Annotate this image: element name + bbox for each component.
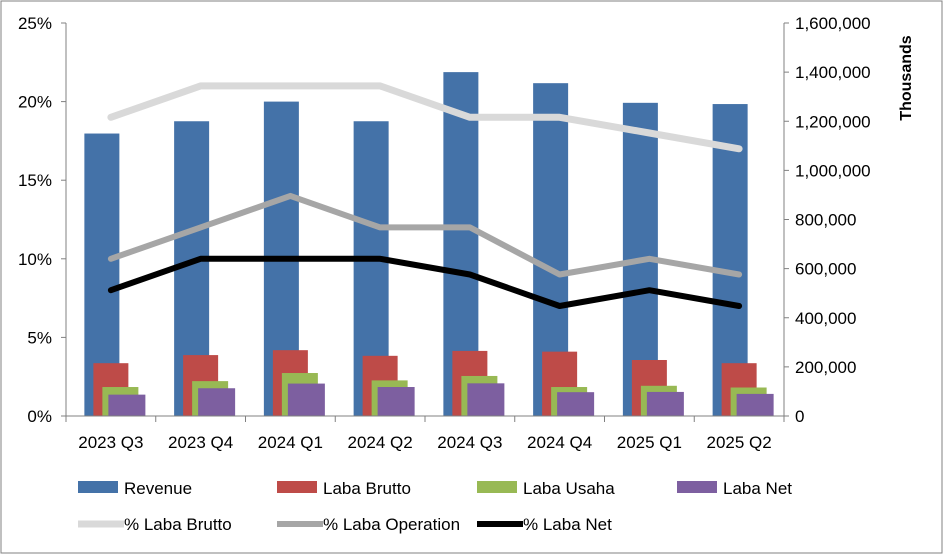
left-tick-label: 10%: [18, 250, 52, 269]
right-axis-title: Thousands: [898, 35, 915, 120]
line--laba-operation: [107, 192, 743, 278]
bar-laba-net: [198, 388, 236, 416]
legend-label-laba-usaha: Laba Usaha: [523, 479, 615, 498]
legend-swatch-laba-brutto: [277, 481, 317, 493]
right-tick-label: 1,600,000: [795, 14, 871, 33]
left-tick-label: 25%: [18, 14, 52, 33]
bar-laba-net: [108, 394, 146, 416]
x-tick-label: 2025 Q2: [707, 433, 772, 452]
legend-label-laba-brutto: Laba Brutto: [323, 479, 411, 498]
left-tick-label: 15%: [18, 171, 52, 190]
bar-laba-net: [377, 387, 415, 416]
left-tick-label: 0%: [27, 407, 52, 426]
x-tick-label: 2024 Q1: [258, 433, 323, 452]
left-tick-label: 5%: [27, 328, 52, 347]
legend-swatch-revenue: [78, 481, 118, 493]
line--laba-brutto: [107, 82, 743, 153]
legend-swatch-laba-usaha: [477, 481, 517, 493]
right-tick-label: 1,000,000: [795, 161, 871, 180]
legend-label-laba-net: Laba Net: [723, 479, 792, 498]
legend-label--laba-operation: % Laba Operation: [323, 515, 460, 534]
x-tick-label: 2023 Q3: [78, 433, 143, 452]
bar-laba-net: [287, 383, 325, 416]
bar-laba-net: [736, 393, 774, 416]
x-tick-label: 2023 Q4: [168, 433, 233, 452]
right-tick-label: 1,400,000: [795, 63, 871, 82]
right-tick-label: 1,200,000: [795, 112, 871, 131]
legend-swatch-laba-net: [677, 481, 717, 493]
legend-label--laba-net: % Laba Net: [523, 515, 612, 534]
left-tick-label: 20%: [18, 93, 52, 112]
x-tick-label: 2024 Q2: [348, 433, 413, 452]
x-tick-label: 2024 Q3: [437, 433, 502, 452]
bar-laba-net: [646, 391, 684, 416]
x-tick-label: 2024 Q4: [527, 433, 592, 452]
bar-laba-net: [557, 392, 595, 416]
left-axis: 0% 5% 10% 15% 20% 25%: [18, 14, 67, 426]
x-tick-label: 2025 Q1: [617, 433, 682, 452]
x-axis: 2023 Q3 2023 Q4 2024 Q1 2024 Q2 2024 Q3 2024 …: [65, 415, 785, 452]
right-tick-label: 800,000: [795, 211, 856, 230]
right-axis: 0 200,000 400,000 600,000 800,000 1,000,000 1,…: [783, 14, 915, 426]
plot-area: [84, 72, 774, 417]
bar-laba-net: [467, 383, 505, 416]
right-tick-label: 200,000: [795, 358, 856, 377]
right-tick-label: 600,000: [795, 260, 856, 279]
right-tick-label: 0: [795, 407, 804, 426]
line--laba-net: [107, 255, 743, 309]
legend-label--laba-brutto: % Laba Brutto: [124, 515, 232, 534]
right-tick-label: 400,000: [795, 309, 856, 328]
legend-label-revenue: Revenue: [124, 479, 192, 498]
legend: Revenue Laba Brutto Laba Usaha Laba Net % La…: [78, 479, 792, 534]
